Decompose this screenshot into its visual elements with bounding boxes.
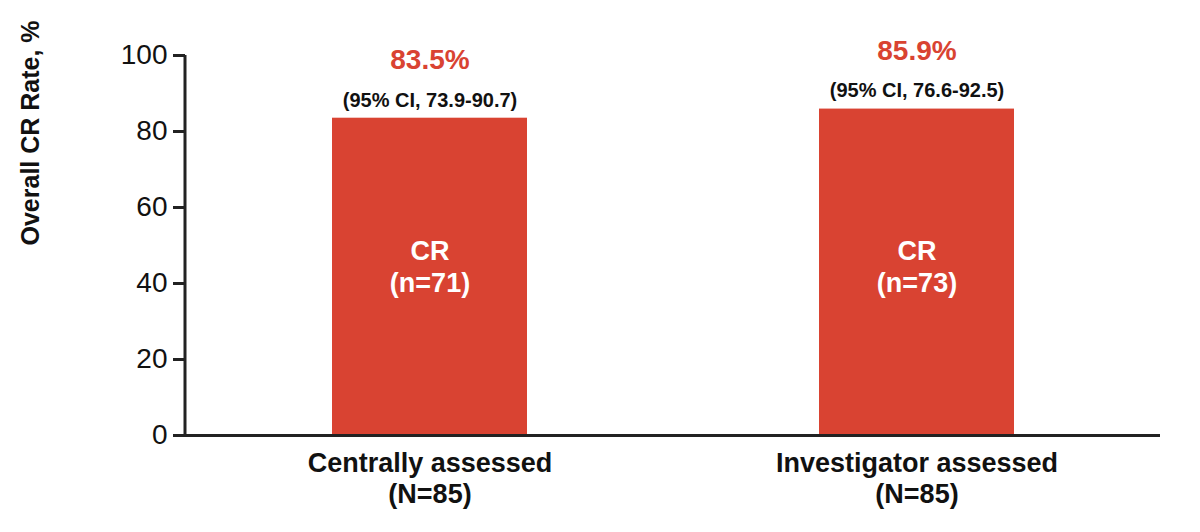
svg-text:80: 80 (136, 115, 167, 146)
svg-text:CR(n=71): CR(n=71) (390, 236, 470, 298)
svg-text:0: 0 (152, 419, 168, 450)
svg-text:Centrally assessed(N=85): Centrally assessed(N=85) (308, 448, 553, 509)
svg-text:60: 60 (136, 191, 167, 222)
svg-text:(95% CI, 76.6-92.5): (95% CI, 76.6-92.5) (830, 79, 1005, 101)
svg-text:Investigator assessed(N=85): Investigator assessed(N=85) (776, 448, 1058, 509)
svg-text:85.9%: 85.9% (877, 35, 956, 66)
svg-text:CR(n=73): CR(n=73) (877, 236, 957, 298)
svg-text:100: 100 (121, 39, 168, 70)
svg-text:(95% CI, 73.9-90.7): (95% CI, 73.9-90.7) (343, 89, 518, 111)
svg-text:83.5%: 83.5% (390, 44, 469, 75)
svg-text:40: 40 (136, 267, 167, 298)
svg-text:20: 20 (136, 343, 167, 374)
svg-text:Overall CR Rate, %: Overall CR Rate, % (16, 20, 44, 245)
